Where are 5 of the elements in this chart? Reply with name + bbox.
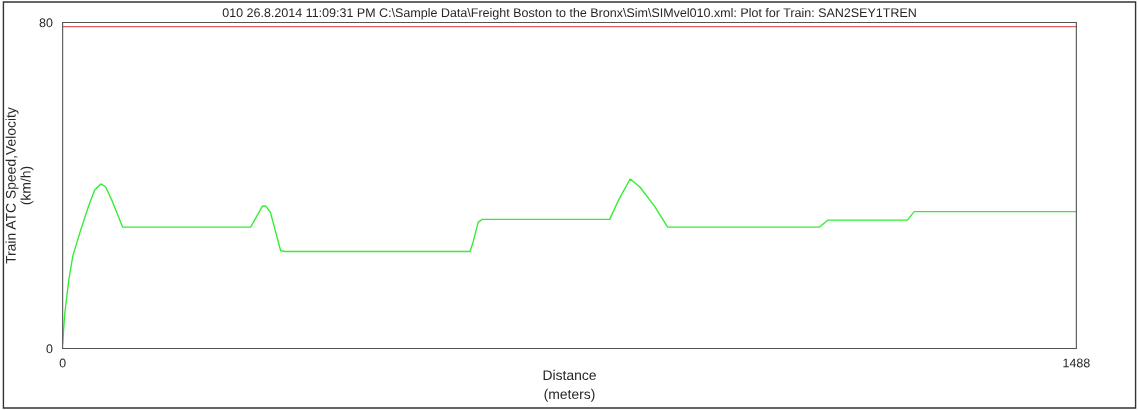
x-axis-title: Distance (meters) bbox=[543, 369, 596, 402]
y-axis-title: Train ATC Speed,Velocity (km/h) bbox=[5, 107, 34, 264]
y-tick-label: 80 bbox=[39, 18, 53, 28]
chart-title: 010 26.8.2014 11:09:31 PM C:\Sample Data\Freight Boston to the Bronx\Sim\SIMvel010.xml: Plot for Train: SAN2SEY1TREN bbox=[222, 7, 916, 20]
x-tick-label: 1488 bbox=[1063, 358, 1090, 368]
